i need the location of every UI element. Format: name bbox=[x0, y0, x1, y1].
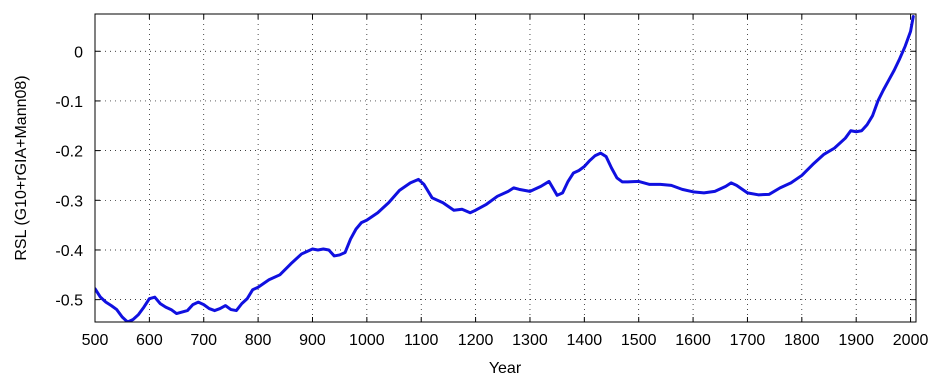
plot-frame bbox=[94, 13, 917, 323]
y-tick-label: 0 bbox=[74, 44, 83, 61]
y-axis-label: RSL (G10+rGIA+Mann08) bbox=[13, 75, 30, 260]
grid-lines bbox=[95, 14, 916, 322]
series-line-0 bbox=[95, 14, 915, 322]
x-tick-labels: 500 600 700 800 900 1000 1100 1200 1300 1400 1500 1… bbox=[82, 332, 929, 349]
tick-marks bbox=[94, 14, 916, 322]
series-layer bbox=[95, 14, 915, 322]
x-tick-label: 900 bbox=[299, 332, 326, 349]
x-tick-label: 1900 bbox=[838, 332, 874, 349]
x-tick-label: 1300 bbox=[512, 332, 548, 349]
x-axis-label: Year bbox=[489, 360, 522, 377]
x-tick-label: 500 bbox=[82, 332, 109, 349]
x-tick-label: 1100 bbox=[404, 332, 439, 349]
x-tick-label: 1600 bbox=[675, 332, 711, 349]
x-tick-label: 1200 bbox=[458, 332, 494, 349]
x-tick-label: 1800 bbox=[784, 332, 820, 349]
x-tick-label: 2000 bbox=[893, 332, 929, 349]
x-tick-label: 800 bbox=[245, 332, 272, 349]
x-tick-label: 1700 bbox=[730, 332, 766, 349]
x-tick-label: 1400 bbox=[567, 332, 603, 349]
y-tick-label: -0.3 bbox=[55, 193, 83, 210]
y-tick-label: -0.1 bbox=[55, 94, 83, 111]
y-tick-label: -0.2 bbox=[55, 144, 83, 161]
x-tick-label: 1000 bbox=[349, 332, 385, 349]
x-tick-label: 1500 bbox=[621, 332, 657, 349]
y-tick-labels: -0.5 -0.4 -0.3 -0.2 -0.1 0 bbox=[55, 44, 83, 309]
y-tick-label: -0.5 bbox=[55, 293, 83, 310]
x-tick-label: 700 bbox=[190, 332, 217, 349]
y-tick-label: -0.4 bbox=[55, 243, 83, 260]
x-tick-label: 600 bbox=[136, 332, 163, 349]
